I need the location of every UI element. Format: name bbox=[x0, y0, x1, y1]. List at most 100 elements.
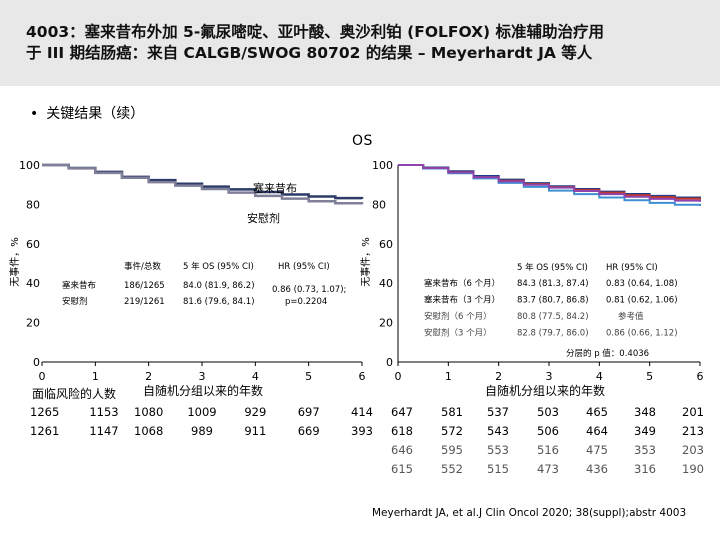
right-risk-cell: 475 bbox=[586, 443, 608, 457]
left-risk-cell: 393 bbox=[351, 424, 373, 438]
right-x-tick-label: 5 bbox=[646, 370, 653, 383]
bullet-symbol: • bbox=[30, 106, 39, 122]
right-series-line-pla-3m bbox=[398, 164, 701, 202]
left-risk-cell: 911 bbox=[244, 424, 266, 438]
left-table-os5-celecoxib: 84.0 (81.9, 86.2) bbox=[183, 281, 255, 291]
title-banner bbox=[0, 0, 720, 86]
right-risk-cell: 581 bbox=[441, 405, 463, 419]
left-table-events-placebo: 219/1261 bbox=[124, 297, 165, 307]
right-risk-cell: 516 bbox=[537, 443, 559, 457]
right-risk-cell: 537 bbox=[487, 405, 509, 419]
left-table-header-events: 事件/总数 bbox=[124, 261, 161, 272]
left-y-tick-label-right: 100 bbox=[372, 159, 393, 172]
left-x-tick-label: 4 bbox=[252, 370, 259, 383]
right-x-tick-label: 2 bbox=[495, 370, 502, 383]
right-risk-cell: 647 bbox=[391, 405, 413, 419]
left-table-header-os5: 5 年 OS (95% CI) bbox=[183, 261, 254, 272]
right-risk-cell: 203 bbox=[682, 443, 704, 457]
left-x-axis-label: 自随机分组以来的年数 bbox=[143, 383, 263, 398]
bullet-key-results: • 关键结果（续） bbox=[30, 103, 144, 123]
right-y-tick-label: 0 bbox=[386, 356, 393, 369]
right-x-tick-label: 1 bbox=[445, 370, 452, 383]
right-y-tick-label: 40 bbox=[379, 277, 393, 290]
right-y-tick-label: 60 bbox=[379, 238, 393, 251]
left-risk-title: 面临风险的人数 bbox=[32, 386, 116, 401]
right-risk-cell: 595 bbox=[441, 443, 463, 457]
slide-title: 4003：塞来昔布外加 5-氟尿嘧啶、亚叶酸、奥沙利铂 (FOLFOX) 标准辅… bbox=[26, 22, 706, 64]
right-risk-cell: 615 bbox=[391, 462, 413, 476]
left-table-hr-line1: 0.86 (0.73, 1.07); bbox=[272, 285, 346, 295]
slide-title-line1: 4003：塞来昔布外加 5-氟尿嘧啶、亚叶酸、奥沙利铂 (FOLFOX) 标准辅… bbox=[26, 23, 605, 41]
right-table-arm: 塞来昔布（3 个月） bbox=[424, 295, 500, 306]
right-risk-cell: 543 bbox=[487, 424, 509, 438]
right-risk-cell: 503 bbox=[537, 405, 559, 419]
slide-title-line2: 于 III 期结肠癌：来自 CALGB/SWOG 80702 的结果 – Mey… bbox=[26, 44, 593, 62]
left-risk-cell: 1261 bbox=[30, 424, 59, 438]
left-risk-cell: 414 bbox=[351, 405, 373, 419]
left-risk-cell: 1153 bbox=[89, 405, 118, 419]
right-x-tick-label: 0 bbox=[395, 370, 402, 383]
right-x-tick-label: 4 bbox=[596, 370, 603, 383]
right-risk-cell: 353 bbox=[634, 443, 656, 457]
right-risk-cell: 552 bbox=[441, 462, 463, 476]
left-y-axis-label: 无事件，% bbox=[8, 237, 21, 287]
left-chart: 无事件，% 0 20 40 60 80 100 100 80 0 1 2 3 4 5 6 自随机分组以来的… bbox=[8, 159, 393, 438]
right-risk-cell: 572 bbox=[441, 424, 463, 438]
right-y-axis-label: 无事件，% bbox=[359, 237, 372, 287]
left-y-tick-label: 40 bbox=[26, 277, 40, 290]
left-y-tick-label: 60 bbox=[26, 238, 40, 251]
right-table-arm: 塞来昔布（6 个月） bbox=[424, 278, 500, 289]
right-table-arm: 安慰剂（6 个月） bbox=[424, 311, 492, 322]
left-table-header-hr: HR (95% CI) bbox=[278, 262, 330, 272]
right-risk-cell: 349 bbox=[634, 424, 656, 438]
right-risk-cell: 465 bbox=[586, 405, 608, 419]
right-risk-cell: 348 bbox=[634, 405, 656, 419]
right-chart: 无事件，% 0 20 40 60 0 1 2 3 4 5 6 自随机分组以来的年数 5 年 OS … bbox=[359, 164, 704, 476]
left-risk-cell: 989 bbox=[191, 424, 213, 438]
right-risk-cell: 316 bbox=[634, 462, 656, 476]
left-y-tick-label-right: 80 bbox=[372, 198, 386, 211]
left-series-line-celecoxib bbox=[42, 163, 364, 200]
left-table-os5-placebo: 81.6 (79.6, 84.1) bbox=[183, 297, 255, 307]
right-table-hr: 0.83 (0.64, 1.08) bbox=[606, 279, 678, 289]
left-y-tick-label: 100 bbox=[19, 159, 40, 172]
left-x-tick-label: 2 bbox=[145, 370, 152, 383]
left-series-line-placebo bbox=[42, 163, 364, 205]
bullet-text: 关键结果（续） bbox=[46, 106, 145, 122]
left-y-tick-label: 80 bbox=[26, 198, 40, 211]
left-risk-cell: 1068 bbox=[134, 424, 163, 438]
right-x-tick-label: 6 bbox=[697, 370, 704, 383]
left-annot-celecoxib: 塞来昔布 bbox=[253, 181, 297, 195]
right-x-axis-label: 自随机分组以来的年数 bbox=[485, 383, 605, 398]
left-y-tick-label: 0 bbox=[33, 356, 40, 369]
chart-title-os: OS bbox=[352, 133, 373, 149]
right-table-header-os5: 5 年 OS (95% CI) bbox=[517, 262, 588, 273]
right-risk-cell: 553 bbox=[487, 443, 509, 457]
right-risk-cell: 464 bbox=[586, 424, 608, 438]
left-x-tick-label: 0 bbox=[39, 370, 46, 383]
left-risk-cell: 1265 bbox=[30, 405, 59, 419]
left-x-tick-label: 3 bbox=[199, 370, 206, 383]
left-x-tick-label: 1 bbox=[92, 370, 99, 383]
citation: Meyerhardt JA, et al.J Clin Oncol 2020; … bbox=[372, 507, 687, 519]
left-risk-cell: 1080 bbox=[134, 405, 163, 419]
left-risk-cell: 1147 bbox=[89, 424, 118, 438]
left-table-arm-celecoxib: 塞来昔布 bbox=[62, 280, 96, 291]
left-x-tick-label: 5 bbox=[305, 370, 312, 383]
left-risk-cell: 697 bbox=[298, 405, 320, 419]
right-y-tick-label: 20 bbox=[379, 317, 393, 330]
left-table-arm-placebo: 安慰剂 bbox=[62, 296, 88, 307]
left-risk-cell: 669 bbox=[298, 424, 320, 438]
right-table-interaction-p: 分层的 p 值：0.4036 bbox=[566, 348, 649, 359]
right-x-tick-label: 3 bbox=[546, 370, 553, 383]
left-x-tick-label: 6 bbox=[359, 370, 366, 383]
right-table-os5: 84.3 (81.3, 87.4) bbox=[517, 279, 589, 289]
right-risk-cell: 618 bbox=[391, 424, 413, 438]
right-risk-cell: 201 bbox=[682, 405, 704, 419]
right-risk-cell: 515 bbox=[487, 462, 509, 476]
right-risk-cell: 213 bbox=[682, 424, 704, 438]
right-series-line-cel-6m bbox=[398, 164, 701, 199]
right-risk-cell: 190 bbox=[682, 462, 704, 476]
right-risk-cell: 506 bbox=[537, 424, 559, 438]
